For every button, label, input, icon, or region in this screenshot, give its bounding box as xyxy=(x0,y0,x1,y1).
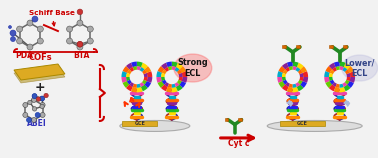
Text: Schiff Base: Schiff Base xyxy=(29,10,75,26)
Bar xyxy=(343,45,347,48)
Circle shape xyxy=(37,38,43,44)
Circle shape xyxy=(87,26,93,32)
Circle shape xyxy=(27,44,33,50)
Bar xyxy=(238,118,242,121)
Circle shape xyxy=(23,103,28,107)
Circle shape xyxy=(40,96,44,101)
Circle shape xyxy=(40,104,44,109)
Circle shape xyxy=(87,38,93,44)
Polygon shape xyxy=(14,64,65,80)
Ellipse shape xyxy=(267,120,362,131)
Circle shape xyxy=(40,112,45,117)
Text: Lower/
ECL: Lower/ ECL xyxy=(344,58,375,78)
Circle shape xyxy=(33,94,37,98)
Circle shape xyxy=(44,93,48,98)
Circle shape xyxy=(77,41,83,47)
Circle shape xyxy=(32,94,37,99)
Bar xyxy=(122,121,157,126)
Circle shape xyxy=(77,41,83,47)
Text: PDA: PDA xyxy=(15,51,33,60)
Circle shape xyxy=(31,97,36,103)
Circle shape xyxy=(32,16,38,22)
Text: Cyt c: Cyt c xyxy=(228,139,249,148)
Bar xyxy=(282,45,286,48)
Ellipse shape xyxy=(120,120,190,131)
Circle shape xyxy=(77,20,83,26)
Text: ABEI: ABEI xyxy=(27,119,47,128)
Circle shape xyxy=(67,26,73,32)
Text: COFs: COFs xyxy=(28,53,52,62)
Circle shape xyxy=(17,38,23,44)
Circle shape xyxy=(17,26,23,32)
Circle shape xyxy=(40,96,45,101)
Polygon shape xyxy=(14,67,65,83)
Circle shape xyxy=(77,9,83,15)
Circle shape xyxy=(37,26,43,32)
Bar xyxy=(329,45,333,48)
Text: BTA: BTA xyxy=(74,51,90,60)
Circle shape xyxy=(33,107,37,111)
Text: Strong
ECL: Strong ECL xyxy=(178,58,208,78)
Circle shape xyxy=(28,100,32,105)
Bar xyxy=(225,118,228,121)
Circle shape xyxy=(67,38,73,44)
Ellipse shape xyxy=(174,54,212,82)
Bar xyxy=(280,121,325,126)
Circle shape xyxy=(35,112,40,117)
Bar xyxy=(296,45,301,48)
Ellipse shape xyxy=(342,55,378,81)
Circle shape xyxy=(10,30,16,36)
Circle shape xyxy=(23,112,28,117)
Circle shape xyxy=(31,117,36,122)
Text: +: + xyxy=(35,82,45,94)
Circle shape xyxy=(36,97,41,101)
Circle shape xyxy=(26,117,31,122)
Circle shape xyxy=(77,44,83,50)
Circle shape xyxy=(40,103,45,107)
Text: GCE: GCE xyxy=(135,121,145,126)
Circle shape xyxy=(11,36,15,42)
Circle shape xyxy=(8,26,11,29)
Circle shape xyxy=(27,20,33,26)
Text: GCE: GCE xyxy=(296,121,307,126)
